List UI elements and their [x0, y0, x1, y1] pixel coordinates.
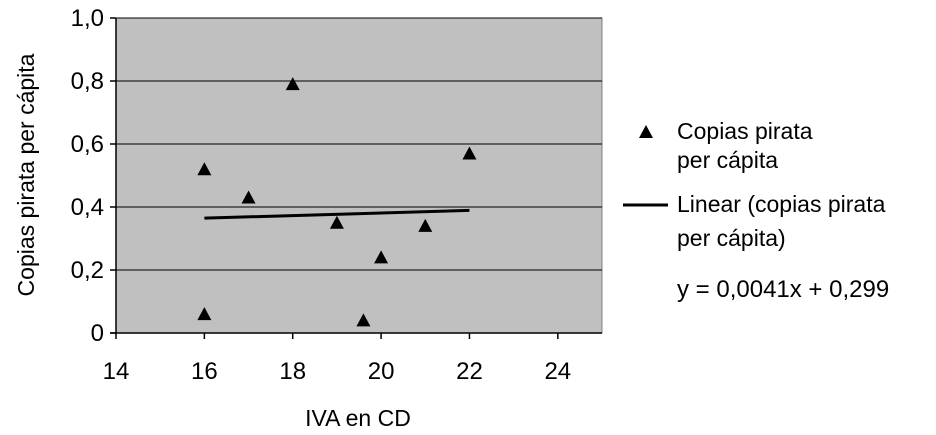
x-tick-label: 18 [279, 358, 306, 385]
x-axis-title: IVA en CD [305, 405, 411, 431]
data-point [462, 146, 477, 160]
trendline [204, 208, 470, 220]
y-tick-label: 0,8 [71, 68, 104, 95]
y-tick-label: 0,4 [71, 194, 104, 221]
data-point [241, 190, 256, 204]
y-tick-label: 0,6 [71, 131, 104, 158]
axes [110, 17, 602, 339]
data-point [374, 250, 389, 264]
legend-trend-label-line2: per cápita) [677, 225, 786, 251]
legend-triangle-marker [639, 125, 653, 138]
legend: Copias pirata per cápita Linear (copias … [623, 118, 886, 251]
trendline-equation: y = 0,0041x + 0,299 [677, 276, 889, 303]
y-tick-label: 1,0 [71, 5, 104, 32]
legend-series-label-line1: Copias pirata [677, 118, 813, 144]
y-tick-label: 0,2 [71, 257, 104, 284]
x-tick-label: 14 [103, 358, 130, 385]
x-tick-label: 20 [368, 358, 395, 385]
data-points [197, 77, 477, 327]
tick-labels: 0 0,2 0,4 0,6 0,8 1,0 14 16 18 20 22 24 [71, 5, 572, 385]
data-point [197, 162, 212, 176]
plot-area [115, 17, 603, 334]
legend-series-label-line2: per cápita [677, 147, 778, 173]
x-tick-label: 24 [544, 358, 571, 385]
data-point [329, 215, 344, 229]
data-point [356, 313, 371, 327]
y-axis-title: Copias pirata per cápita [13, 53, 39, 296]
data-point [285, 77, 300, 91]
x-tick-label: 16 [191, 358, 218, 385]
gridlines [116, 17, 602, 271]
y-tick-label: 0 [91, 320, 104, 347]
data-point [418, 218, 433, 232]
legend-trend-label-line1: Linear (copias pirata [677, 191, 886, 217]
x-tick-label: 22 [456, 358, 483, 385]
data-point [197, 307, 212, 321]
